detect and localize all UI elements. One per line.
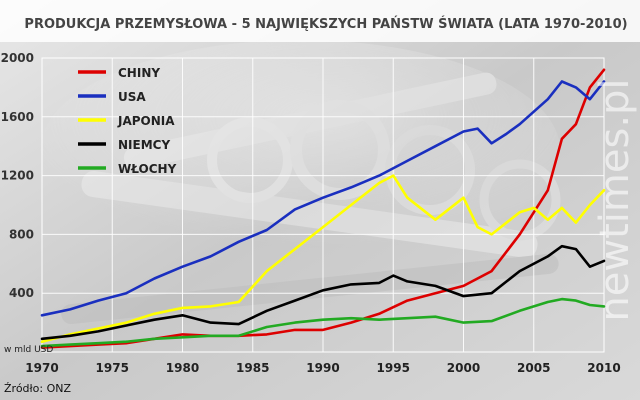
- y-tick-label-0: 400: [9, 286, 34, 300]
- unit-label: w mld USD: [4, 345, 53, 355]
- legend-label-włochy: WŁOCHY: [118, 162, 177, 176]
- y-tick-label-2: 1200: [1, 169, 34, 183]
- series-line-niemcy: [40, 244, 606, 341]
- x-tick-label-5: 1995: [377, 361, 410, 375]
- y-axis-ticks: 400 800 1200 1600 2000: [1, 51, 34, 300]
- x-axis-ticks: 1970 1975 1980 1985 1990 1995 2000 2005 2010: [25, 361, 620, 375]
- legend-label-japonia: JAPONIA: [117, 114, 175, 128]
- x-tick-label-8: 2010: [587, 361, 620, 375]
- y-tick-label-1: 800: [9, 227, 34, 241]
- series-line-japonia: [40, 174, 606, 344]
- series-line-usa: [40, 80, 606, 317]
- x-tick-label-1: 1975: [96, 361, 129, 375]
- legend-label-chiny: CHINY: [118, 66, 160, 80]
- plot-border: [41, 57, 605, 353]
- y-tick-label-4: 2000: [1, 51, 34, 65]
- legend-label-usa: USA: [118, 90, 146, 104]
- wrench-decoration: [40, 40, 561, 325]
- series-line-włochy: [40, 297, 606, 348]
- x-tick-label-0: 1970: [25, 361, 58, 375]
- x-tick-label-4: 1990: [306, 361, 339, 375]
- x-tick-label-7: 2005: [517, 361, 550, 375]
- title-bar: [0, 0, 640, 42]
- x-tick-label-3: 1985: [236, 361, 269, 375]
- watermark: newtimes.pl: [592, 78, 638, 321]
- y-tick-label-3: 1600: [1, 110, 34, 124]
- legend: CHINY USA JAPONIA NIEMCY WŁOCHY: [78, 66, 177, 176]
- legend-label-niemcy: NIEMCY: [118, 138, 170, 152]
- x-tick-label-6: 2000: [447, 361, 480, 375]
- grid: [41, 57, 605, 353]
- series-lines: [40, 68, 606, 349]
- source-label: Źródło: ONZ: [4, 382, 71, 395]
- x-tick-label-2: 1980: [166, 361, 199, 375]
- chart-title: PRODUKCJA PRZEMYSŁOWA - 5 NAJWIĘKSZYCH P…: [24, 16, 627, 32]
